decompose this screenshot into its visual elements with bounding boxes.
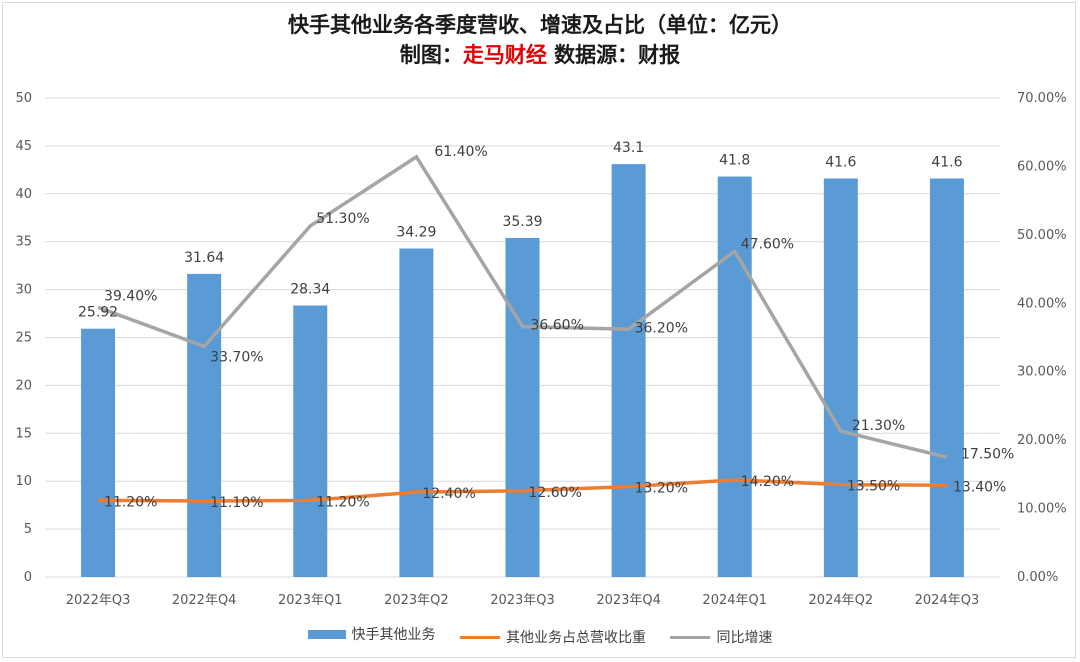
category-label: 2023年Q3 bbox=[490, 593, 555, 608]
right-axis-tick: 10.00% bbox=[1017, 502, 1067, 517]
right-axis-tick: 40.00% bbox=[1017, 296, 1067, 311]
legend-swatch-share bbox=[460, 635, 500, 639]
bar bbox=[611, 164, 646, 578]
category-label: 2024年Q2 bbox=[809, 593, 874, 608]
line-series bbox=[97, 154, 948, 503]
growth-value-label: 36.20% bbox=[635, 320, 688, 336]
chart-title: 快手其他业务各季度营收、增速及占比（单位：亿元） 制图：走马财经 数据源：财报 bbox=[0, 10, 1080, 70]
category-axis: 2022年Q3 2022年Q4 2023年Q1 2023年Q2 2023年Q3 2023年… bbox=[66, 593, 979, 608]
share-value-label: 12.60% bbox=[529, 485, 582, 501]
bar-series bbox=[81, 164, 964, 578]
left-axis-tick: 40 bbox=[15, 187, 32, 202]
right-axis-tick: 70.00% bbox=[1017, 91, 1067, 106]
legend-swatch-revenue bbox=[307, 629, 346, 639]
right-axis-ticks: 0.00% 10.00% 20.00% 30.00% 40.00% 50.00% 60.00… bbox=[1017, 91, 1067, 585]
bar bbox=[187, 273, 222, 577]
bar-value-label: 31.64 bbox=[184, 250, 224, 266]
title-source: 数据源：财报 bbox=[546, 43, 681, 67]
left-axis-tick: 10 bbox=[15, 474, 32, 489]
growth-value-label: 36.60% bbox=[531, 318, 584, 334]
right-axis-tick: 20.00% bbox=[1017, 433, 1067, 448]
bar-value-label: 35.39 bbox=[502, 214, 542, 230]
legend-item-revenue[interactable]: 快手其他业务 bbox=[307, 624, 436, 644]
legend: 快手其他业务 其他业务占总营收比重 同比增速 bbox=[0, 624, 1080, 647]
title-credit-prefix: 制图： bbox=[399, 43, 463, 67]
share-value-label: 13.50% bbox=[847, 479, 900, 495]
share-value-label: 11.20% bbox=[104, 494, 157, 510]
bar-value-label: 43.1 bbox=[613, 140, 644, 156]
category-label: 2023年Q1 bbox=[278, 593, 343, 608]
left-axis-ticks: 0 5 10 15 20 25 30 35 40 45 50 bbox=[15, 91, 32, 585]
bar-value-label: 28.34 bbox=[290, 282, 330, 298]
bar bbox=[399, 248, 434, 577]
bar-value-label: 41.6 bbox=[825, 154, 856, 170]
share-line bbox=[98, 478, 947, 503]
data-labels: 25.92 31.64 28.34 34.29 35.39 43.1 41.8 41.6 41.… bbox=[78, 140, 1014, 511]
growth-value-label: 61.40% bbox=[434, 144, 487, 160]
legend-label-share: 其他业务占总营收比重 bbox=[506, 630, 646, 646]
bar bbox=[293, 305, 328, 577]
right-axis-tick: 50.00% bbox=[1017, 228, 1067, 243]
title-line-1: 快手其他业务各季度营收、增速及占比（单位：亿元） bbox=[288, 13, 792, 37]
bar-value-label: 41.8 bbox=[719, 153, 750, 169]
category-label: 2022年Q3 bbox=[66, 593, 131, 608]
share-value-label: 11.20% bbox=[316, 494, 369, 510]
left-axis-tick: 50 bbox=[15, 91, 32, 106]
growth-line bbox=[97, 154, 948, 459]
right-axis-tick: 30.00% bbox=[1017, 365, 1067, 380]
title-brand: 走马财经 bbox=[462, 43, 547, 67]
left-axis-tick: 35 bbox=[15, 235, 32, 250]
share-value-label: 14.20% bbox=[741, 474, 794, 490]
bar bbox=[81, 328, 116, 577]
growth-value-label: 33.70% bbox=[210, 349, 263, 365]
growth-value-label: 17.50% bbox=[961, 446, 1014, 462]
bar-value-label: 25.92 bbox=[78, 305, 118, 321]
legend-swatch-growth bbox=[670, 635, 711, 639]
left-axis-tick: 0 bbox=[24, 570, 32, 585]
legend-item-growth[interactable]: 同比增速 bbox=[670, 627, 772, 647]
title-line-2: 制图：走马财经 数据源：财报 bbox=[0, 40, 1080, 70]
bar bbox=[505, 237, 540, 577]
bar-value-label: 34.29 bbox=[396, 225, 436, 241]
category-label: 2023年Q4 bbox=[596, 593, 661, 608]
legend-label-revenue: 快手其他业务 bbox=[351, 627, 436, 643]
left-axis-tick: 5 bbox=[24, 522, 32, 537]
share-value-label: 13.20% bbox=[635, 481, 688, 497]
category-label: 2024年Q1 bbox=[702, 593, 767, 608]
growth-value-label: 39.40% bbox=[104, 288, 157, 304]
category-label: 2024年Q3 bbox=[915, 593, 980, 608]
share-value-label: 11.10% bbox=[210, 495, 263, 511]
category-label: 2023年Q2 bbox=[384, 593, 449, 608]
legend-label-growth: 同比增速 bbox=[716, 630, 773, 646]
bar bbox=[929, 178, 964, 578]
left-axis-tick: 25 bbox=[15, 331, 32, 346]
share-value-label: 13.40% bbox=[953, 479, 1006, 495]
left-axis-tick: 20 bbox=[15, 378, 32, 393]
bar-value-label: 41.6 bbox=[931, 154, 962, 170]
bar bbox=[823, 178, 858, 578]
share-value-label: 12.40% bbox=[422, 486, 475, 502]
left-axis-tick: 15 bbox=[15, 426, 32, 441]
right-axis-tick: 60.00% bbox=[1017, 159, 1067, 174]
growth-value-label: 47.60% bbox=[741, 236, 794, 252]
legend-item-share[interactable]: 其他业务占总营收比重 bbox=[460, 627, 646, 647]
right-axis-tick: 0.00% bbox=[1017, 570, 1058, 585]
bar bbox=[717, 176, 752, 577]
category-label: 2022年Q4 bbox=[172, 593, 237, 608]
growth-value-label: 51.30% bbox=[316, 211, 369, 227]
growth-value-label: 21.30% bbox=[852, 418, 905, 434]
left-axis-tick: 45 bbox=[15, 139, 32, 154]
left-axis-tick: 30 bbox=[15, 283, 32, 298]
